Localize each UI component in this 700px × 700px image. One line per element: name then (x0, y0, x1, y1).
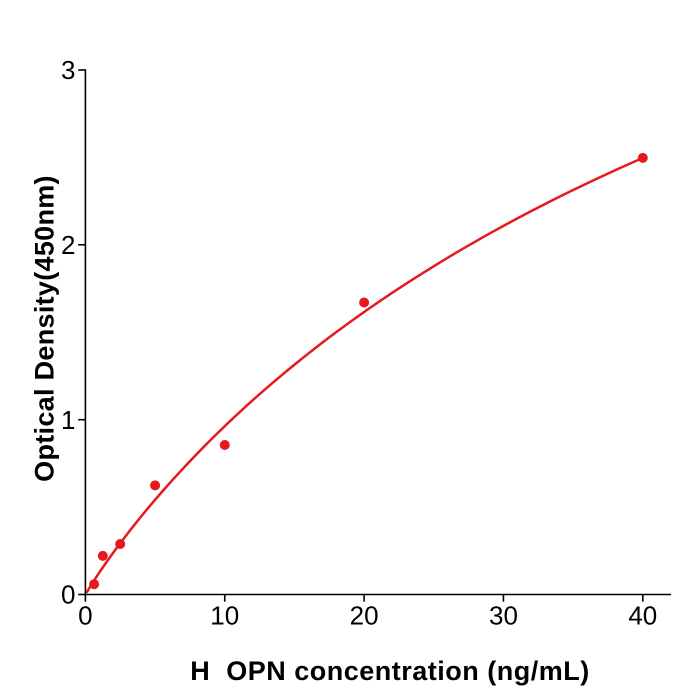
svg-text:20: 20 (350, 601, 379, 631)
svg-text:1: 1 (61, 405, 75, 435)
svg-text:30: 30 (489, 601, 518, 631)
svg-text:10: 10 (210, 601, 239, 631)
svg-text:40: 40 (628, 601, 657, 631)
svg-text:0: 0 (78, 601, 92, 631)
svg-text:H OPN concentration (ng/mL): H OPN concentration (ng/mL) (190, 656, 590, 686)
svg-text:0: 0 (61, 580, 75, 610)
svg-text:3: 3 (61, 55, 75, 85)
svg-text:2: 2 (61, 230, 75, 260)
svg-text:Optical Density(450nm): Optical Density(450nm) (29, 175, 59, 482)
